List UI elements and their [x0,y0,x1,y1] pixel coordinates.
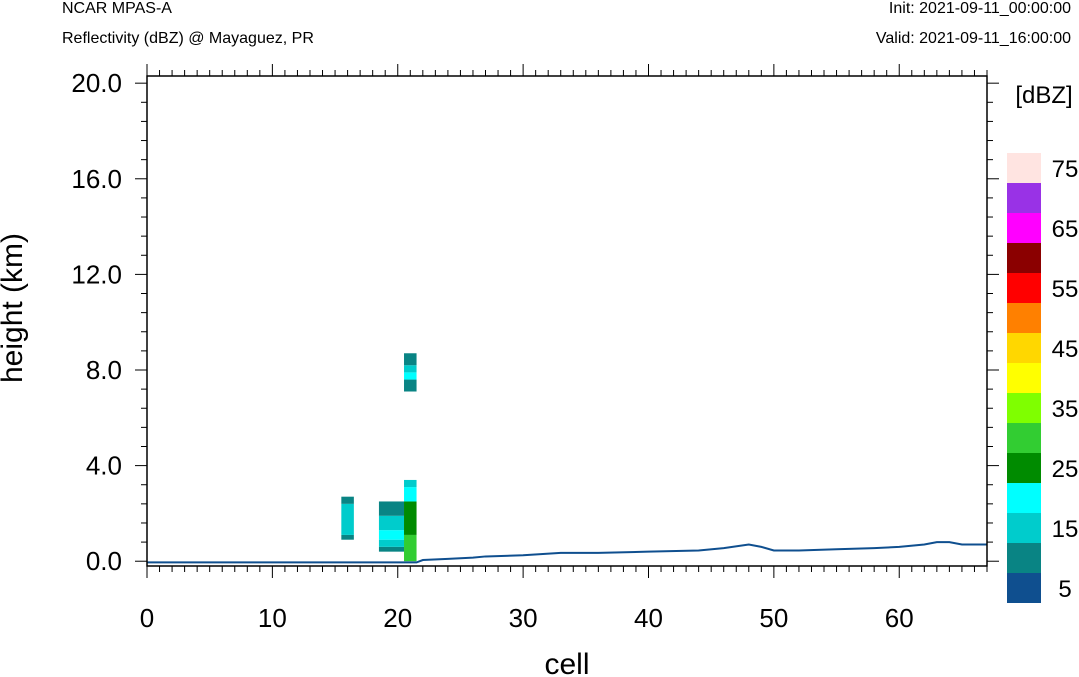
y-tick-label: 0.0 [86,546,122,576]
plot-subtitle: Reflectivity (dBZ) @ Mayaguez, PR [62,30,314,47]
colorbar-label: 65 [1052,216,1079,243]
plot-frame [146,75,988,567]
colorbar-label: 5 [1058,576,1071,603]
reflectivity-cell [404,353,417,366]
colorbar-swatch [1007,543,1041,573]
y-tick-label: 8.0 [86,355,122,385]
terrain-line [147,541,987,564]
reflectivity-cell [341,496,354,504]
plot-area [147,353,987,564]
colorbar-swatch [1007,303,1041,333]
colorbar-swatch [1007,393,1041,423]
colorbar-swatch [1007,483,1041,513]
y-axis: 0.0 4.0 8.0 12.0 16.0 20.0 [71,68,999,576]
reflectivity-cell [378,530,405,540]
reflectivity-cell [404,379,417,392]
colorbar-label: 75 [1052,156,1079,183]
colorbar-label: 15 [1052,516,1079,543]
colorbar-swatch [1007,573,1041,603]
reflectivity-cell [341,534,354,540]
x-tick-label: 60 [885,603,914,633]
reflectivity-cell [404,501,417,535]
y-tick-label: 4.0 [86,451,122,481]
colorbar-swatch [1007,363,1041,393]
y-axis-label: height (km) [0,233,29,383]
y-tick-label: 20.0 [71,68,122,98]
colorbar-swatch [1007,153,1041,183]
colorbar-label: 35 [1052,396,1079,423]
reflectivity-cell [404,365,417,373]
plot-title: NCAR MPAS-A [62,0,172,17]
valid-time-label: Valid: 2021-09-11_16:00:00 [875,30,1071,47]
reflectivity-cell [404,534,417,562]
x-tick-label: 50 [759,603,788,633]
colorbar-swatch [1007,183,1041,213]
y-tick-label: 16.0 [71,164,122,194]
reflectivity-cell [378,515,405,531]
colorbar-swatch [1007,513,1041,543]
init-time-label: Init: 2021-09-11_00:00:00 [888,0,1071,17]
colorbar-label: 55 [1052,276,1079,303]
colorbar-label: 25 [1052,456,1079,483]
reflectivity-cell [404,372,417,380]
x-tick-label: 40 [634,603,663,633]
colorbar-swatch [1007,423,1041,453]
colorbar-title: [dBZ] [1015,82,1072,109]
x-tick-label: 10 [258,603,287,633]
reflectivity-cell [378,546,405,552]
colorbar: 5 15 25 35 45 55 65 75 [1007,153,1078,603]
colorbar-swatch [1007,213,1041,243]
reflectivity-cell [404,479,417,488]
reflectivity-cell [378,539,405,547]
x-tick-label: 30 [509,603,538,633]
x-tick-label: 0 [140,603,154,633]
reflectivity-cell [404,487,417,502]
reflectivity-cell [341,503,354,535]
colorbar-swatch [1007,333,1041,363]
x-axis-label: cell [544,648,589,677]
x-tick-label: 20 [383,603,412,633]
colorbar-swatch [1007,273,1041,303]
y-tick-label: 12.0 [71,259,122,289]
x-axis: 0 10 20 30 40 50 60 [140,64,988,633]
reflectivity-cell [378,501,405,516]
colorbar-swatch [1007,453,1041,483]
colorbar-label: 45 [1052,336,1079,363]
colorbar-swatch [1007,243,1041,273]
